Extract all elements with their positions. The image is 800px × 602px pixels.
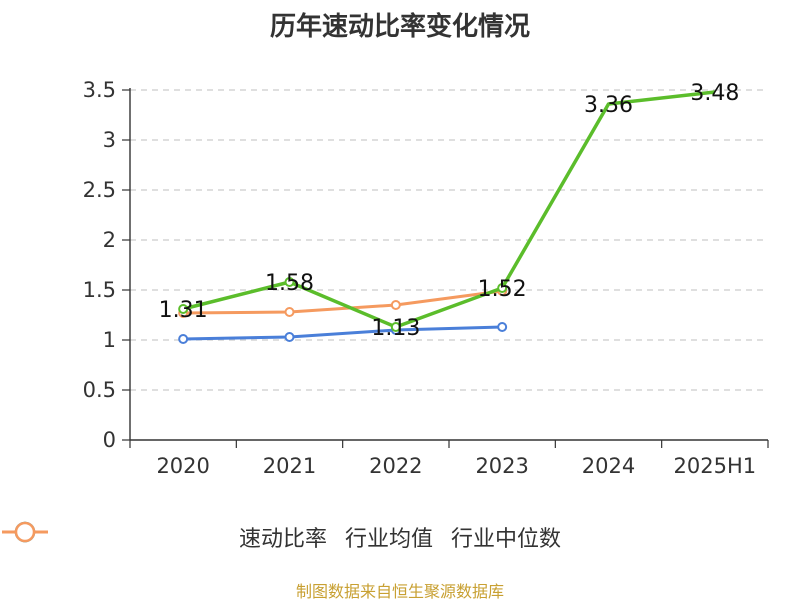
data-point [284,332,295,342]
data-label: 3.48 [690,81,739,106]
x-tick-label: 2022 [369,454,422,478]
series-line [183,289,503,315]
data-point [497,283,508,293]
data-label: 1.52 [478,277,527,302]
grid-lines [130,89,768,391]
data-point [284,307,295,317]
legend-label: 速动比率 [238,527,327,552]
x-tick-label: 2025H1 [674,454,757,478]
legend-item[interactable]: 速动比率 [2,521,327,553]
data-point [284,277,295,287]
data-source-note: 制图数据来自恒生聚源数据库 [295,582,504,601]
y-tick-label: 1.5 [83,278,116,302]
legend-line-marker-icon [2,521,48,543]
data-label: 1.13 [371,316,420,341]
data-point [390,300,401,310]
data-point [390,322,401,332]
data-labels: 1.31 1.58 1.13 1.52 3.36 3.48 [159,81,740,341]
legend-item[interactable]: 行业均值 [2,521,433,553]
legend-label: 行业均值 [344,527,433,552]
y-tick-label: 0.5 [83,378,116,402]
data-point [178,304,189,314]
data-label: 1.58 [265,271,314,296]
x-tick-label: 2020 [156,454,209,478]
x-tick-label: 2023 [475,454,528,478]
series-line [183,325,503,341]
legend-label: 行业中位数 [451,527,562,552]
chart-title: 历年速动比率变化情况 [269,12,530,42]
series-line [182,90,716,329]
x-tick-label: 2021 [263,454,316,478]
y-tick-label: 2 [103,228,116,252]
series-lines [178,90,716,344]
y-tick-label: 2.5 [83,178,116,202]
y-tick-label: 0 [103,428,116,452]
y-tick-label: 1 [103,328,116,352]
y-tick-label: 3 [103,128,116,152]
chart-legend: 速动比率 行业均值 行业中位数 [0,520,800,554]
data-label: 3.36 [584,93,633,118]
data-point [178,334,189,344]
y-tick-label: 3.5 [83,78,116,102]
legend-item[interactable]: 行业中位数 [2,521,562,553]
data-label: 1.31 [159,298,208,323]
data-point [497,322,508,332]
x-tick-label: 2024 [582,454,635,478]
